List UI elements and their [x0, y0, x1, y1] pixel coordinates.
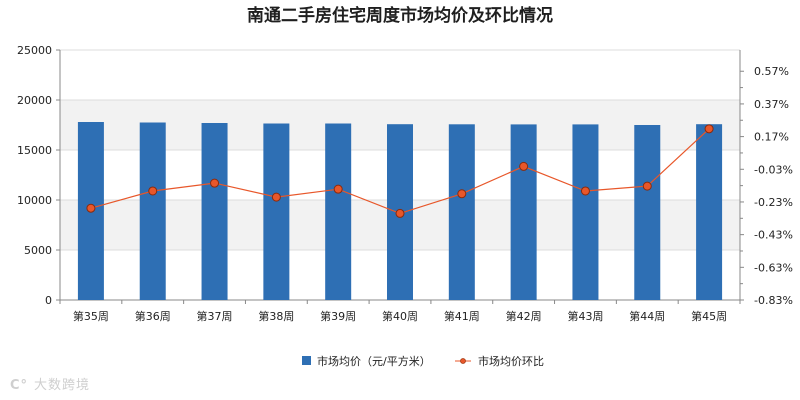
left-tick-label: 10000	[17, 194, 52, 207]
legend-bar-label: 市场均价（元/平方米）	[317, 354, 431, 368]
left-tick-label: 5000	[24, 244, 52, 257]
watermark-text: 大数跨境	[34, 378, 91, 393]
line-series	[86, 124, 714, 218]
chart-title: 南通二手房住宅周度市场均价及环比情况	[247, 5, 553, 26]
line-point	[86, 203, 96, 213]
legend-line-label: 市场均价环比	[478, 354, 544, 368]
line-point	[642, 181, 652, 191]
left-tick-label: 0	[45, 294, 52, 307]
bar	[139, 122, 166, 300]
bar-series	[77, 122, 723, 301]
legend-bar-swatch	[302, 356, 311, 365]
right-tick-label: 0.57%	[754, 65, 789, 78]
legend: 市场均价（元/平方米） 市场均价环比	[302, 354, 544, 368]
x-tick-label: 第40周	[382, 309, 418, 323]
left-tick-label: 15000	[17, 144, 52, 157]
line-point	[580, 186, 590, 196]
x-tick-label: 第42周	[506, 309, 542, 323]
x-tick-label: 第35周	[73, 309, 109, 323]
line-point	[395, 208, 405, 218]
x-tick-label: 第37周	[197, 309, 233, 323]
line-point	[333, 184, 343, 194]
bar	[325, 123, 352, 300]
bar	[572, 124, 599, 301]
right-axis-ticks: -0.83% -0.63% -0.43% -0.23% -0.03% 0.17% 0.37%…	[754, 65, 793, 307]
line-point	[271, 192, 281, 202]
watermark-logo-icon: C°	[10, 378, 29, 393]
left-axis-ticks: 0 5000 10000 15000 20000 25000	[17, 44, 52, 307]
x-tick-label: 第39周	[320, 309, 356, 323]
bar	[634, 125, 661, 300]
x-tick-label: 第43周	[567, 309, 603, 323]
line-point	[457, 189, 467, 199]
line-point	[704, 124, 714, 134]
watermark: C° 大数跨境	[10, 374, 90, 393]
x-tick-label: 第36周	[135, 309, 171, 323]
bar	[448, 124, 475, 300]
right-tick-label: -0.63%	[754, 261, 793, 274]
line-point	[210, 178, 220, 188]
right-tick-label: 0.17%	[754, 131, 789, 144]
bar	[696, 124, 723, 300]
line-point	[148, 186, 158, 196]
right-tick-label: -0.83%	[754, 294, 793, 307]
category-labels: 第35周 第36周 第37周 第38周 第39周 第40周 第41周 第42周 第43周 第44周…	[73, 309, 727, 323]
bar	[263, 123, 290, 300]
x-tick-label: 第41周	[444, 309, 480, 323]
right-tick-label: -0.03%	[754, 163, 793, 176]
left-tick-label: 25000	[17, 44, 52, 57]
left-tick-label: 20000	[17, 94, 52, 107]
bar	[510, 124, 537, 301]
legend-line-marker	[460, 358, 466, 364]
right-tick-label: -0.43%	[754, 229, 793, 242]
x-tick-label: 第45周	[691, 309, 727, 323]
right-tick-label: 0.37%	[754, 98, 789, 111]
bar	[201, 123, 228, 300]
line-point	[519, 161, 529, 171]
right-tick-label: -0.23%	[754, 196, 793, 209]
x-tick-label: 第38周	[258, 309, 294, 323]
x-tick-label: 第44周	[629, 309, 665, 323]
